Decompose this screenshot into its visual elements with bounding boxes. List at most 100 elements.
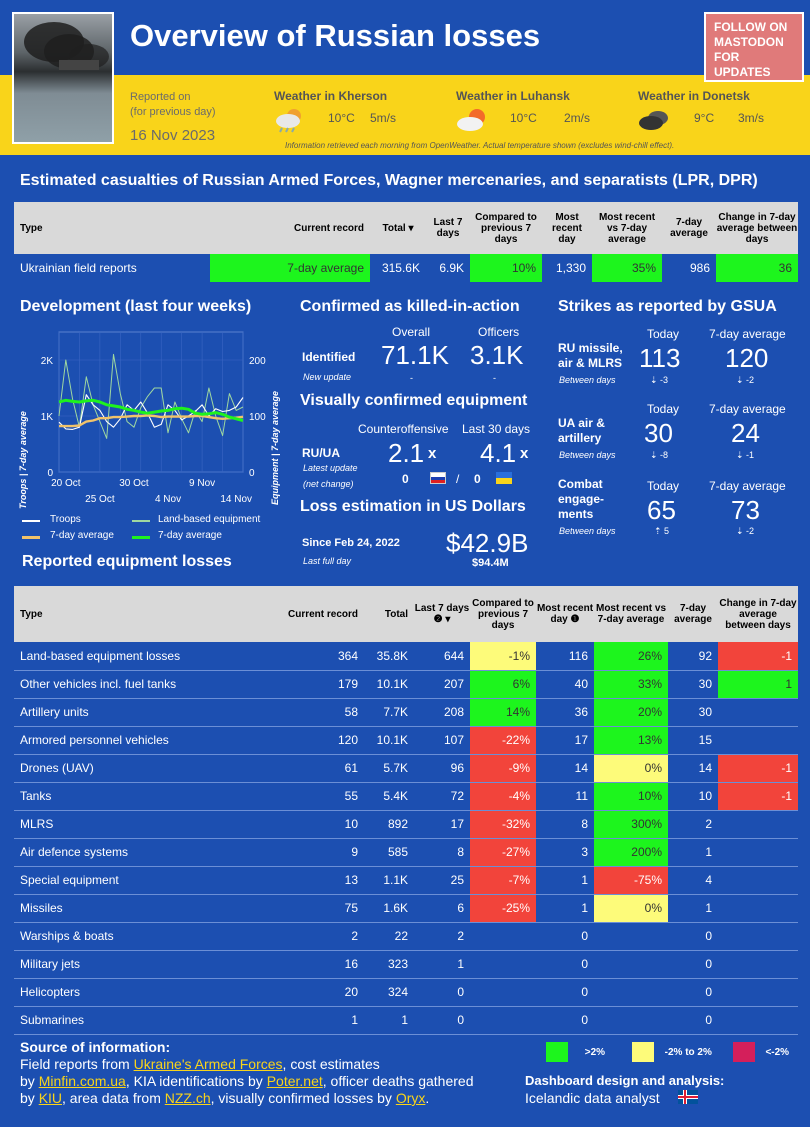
cell-vsavg	[594, 950, 668, 978]
y-tick-left: 1K	[41, 412, 54, 423]
table-header-row: Type Current record Total Last 7 days ❷ …	[14, 586, 798, 642]
legend-yellow-box	[631, 1042, 654, 1062]
strikes-panel: Today 7-day average RU missile, air & ML…	[558, 325, 798, 545]
loss-heading: Loss estimation in US Dollars	[300, 498, 526, 515]
cell-compared	[470, 1006, 536, 1034]
cell-record: 179	[337, 677, 358, 691]
russia-flag-icon	[430, 472, 446, 484]
cell-compared: 14%	[470, 698, 536, 726]
source-text: .	[425, 1090, 430, 1106]
link-oryx[interactable]: Oryx	[395, 1090, 426, 1106]
col-change: Change in 7-day average between days	[719, 597, 797, 631]
cell-total: 315.6K	[381, 261, 420, 275]
link-poter[interactable]: Poter.net	[266, 1073, 323, 1089]
legend-troops: Troops	[50, 514, 81, 525]
cell-compared: -4%	[470, 782, 536, 810]
series-line-3	[58, 398, 244, 422]
cell-change	[718, 894, 798, 922]
table-row: Air defence systems 9 585 8 -27% 3 200% 1	[14, 838, 798, 866]
link-minfin[interactable]: Minfin.com.ua	[38, 1073, 126, 1089]
cell-total: 10.1K	[376, 733, 408, 747]
col-record: Current record	[293, 222, 364, 234]
cell-record: 55	[344, 789, 358, 803]
col-recent: Most recent day	[551, 211, 582, 245]
kia-overall-delta: -	[410, 373, 413, 383]
cell-vsavg: 20%	[594, 698, 668, 726]
cell-last7: 207	[443, 677, 464, 691]
follow-mastodon-button[interactable]: FOLLOW ON MASTODON FOR UPDATES	[704, 12, 804, 82]
col-last7[interactable]: Last 7 days ❷ ▾	[414, 586, 470, 642]
cell-avg7: 1	[705, 901, 712, 915]
cell-vsavg	[594, 1006, 668, 1034]
table-row: Drones (UAV) 61 5.7K 96 -9% 14 0% 14 -1	[14, 754, 798, 782]
y-axis-right-label: Equipment | 7-day average	[270, 391, 280, 505]
cell-avg7: 92	[698, 648, 712, 663]
cell-type: Armored personnel vehicles	[20, 733, 169, 747]
strike-avg-value: 120	[725, 343, 769, 373]
x-tick: 20 Oct	[51, 478, 81, 489]
weather-title: Weather in Kherson	[274, 89, 388, 103]
strike-today-delta: ⇣ -3	[650, 375, 669, 385]
link-nzz[interactable]: NZZ.ch	[164, 1090, 211, 1106]
cell-avg7: 30	[698, 677, 712, 691]
source-block: Source of information: Field reports fro…	[20, 1039, 510, 1107]
x-tick: 14 Nov	[220, 494, 252, 505]
y-axis-left-label: Troops | 7-day average	[18, 411, 28, 509]
x-tick: 25 Oct	[85, 494, 115, 505]
casualties-table: Type Current record Total ▾ Last 7 days …	[14, 202, 798, 282]
kia-officers-label: Officers	[478, 325, 520, 339]
col-total[interactable]: Total ▾	[370, 202, 426, 254]
sort-down-icon: ▾	[408, 222, 414, 234]
report-date: 16 Nov 2023	[130, 127, 216, 144]
cell-compared: -32%	[470, 810, 536, 838]
cell-change	[718, 866, 798, 894]
cell-record: 9	[351, 845, 358, 859]
cell-avg7: 0	[705, 957, 712, 971]
cell-avg7: 14	[698, 761, 712, 775]
casualties-heading: Estimated casualties of Russian Armed Fo…	[20, 172, 758, 189]
cell-recent: 17	[574, 733, 588, 747]
cell-compared: 6%	[470, 670, 536, 698]
cell-avg7: 0	[705, 1013, 712, 1027]
col-type: Type	[20, 608, 43, 620]
cell-avg7: 0	[705, 929, 712, 943]
series-line-1	[59, 414, 244, 428]
weather-wind: 3m/s	[738, 111, 765, 125]
cell-total: 324	[387, 985, 408, 999]
col-recent[interactable]: Most recent day ❶	[536, 586, 594, 642]
col-compared: Compared to previous 7 days	[475, 211, 537, 245]
cell-record: 16	[344, 957, 358, 971]
cell-total: 323	[387, 957, 408, 971]
table-row: Helicopters 20 324 0 0 0	[14, 978, 798, 1006]
rain-cloud-icon	[276, 109, 301, 133]
link-kiu[interactable]: KIU	[38, 1090, 63, 1106]
sort-down-icon: ▾	[445, 614, 451, 625]
weather-kherson: Weather in Kherson 10°C 5m/s	[274, 89, 444, 133]
header-bar	[0, 0, 810, 75]
table-row: Land-based equipment losses 364 35.8K 644 -1…	[14, 642, 798, 670]
cell-vsavg: -75%	[594, 866, 668, 894]
cell-avg7: 0	[705, 985, 712, 999]
strike-avg-delta: ⇣ -2	[736, 526, 755, 536]
cell-change	[718, 978, 798, 1006]
cell-total: 1.1K	[383, 873, 408, 887]
col-recent-label: Most recent day	[536, 603, 594, 625]
cell-total: 5.7K	[383, 761, 408, 775]
cell-vsavg: 0%	[594, 894, 668, 922]
legend-red-box	[732, 1042, 755, 1062]
cell-vsavg: 10%	[594, 782, 668, 810]
cell-recent: 11	[575, 789, 588, 803]
legend-yellow-label: -2% to 2%	[664, 1046, 712, 1058]
cell-compared: -1%	[470, 642, 536, 670]
weather-luhansk: Weather in Luhansk 10°C 2m/s	[456, 89, 626, 131]
loss-since-label: Since Feb 24, 2022	[302, 537, 400, 549]
cell-last7: 72	[450, 789, 464, 803]
cell-vsavg: 33%	[594, 670, 668, 698]
table-row: Other vehicles incl. fuel tanks 179 10.1K 2…	[14, 670, 798, 698]
link-ukraine-armed-forces[interactable]: Ukraine's Armed Forces	[133, 1056, 283, 1072]
cell-avg7: 30	[698, 705, 712, 719]
cell-type: Submarines	[20, 1013, 85, 1027]
ukraine-flag-icon	[496, 472, 512, 484]
series-line-2	[58, 353, 244, 439]
x-tick: 9 Nov	[189, 478, 215, 489]
